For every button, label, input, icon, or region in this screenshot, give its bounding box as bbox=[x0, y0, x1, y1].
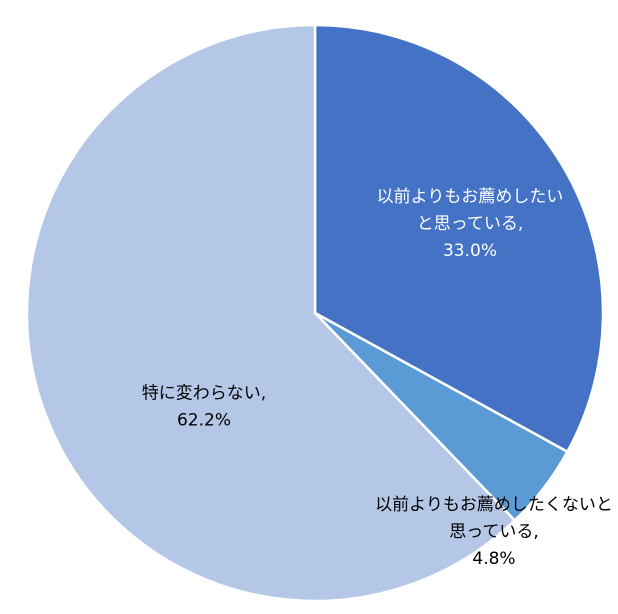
value-label-more: 33.0% bbox=[443, 241, 497, 261]
pie-slice-unchanged bbox=[25, 23, 517, 603]
pie-slices bbox=[25, 23, 605, 603]
value-label-less: 4.8% bbox=[472, 549, 515, 569]
category-label-more-line-1: 以前よりもお薦めしたい bbox=[377, 187, 564, 207]
value-label-unchanged: 62.2% bbox=[177, 411, 231, 431]
category-label-more-line-2: と思っている, bbox=[417, 214, 524, 234]
pie-slice-more bbox=[313, 23, 605, 453]
category-label-unchanged-line-1: 特に変わらない, bbox=[142, 384, 266, 404]
category-label-less-line-1: 以前よりもお薦めしたくないと bbox=[375, 495, 613, 515]
category-label-less-line-2: 思っている, bbox=[449, 522, 539, 542]
